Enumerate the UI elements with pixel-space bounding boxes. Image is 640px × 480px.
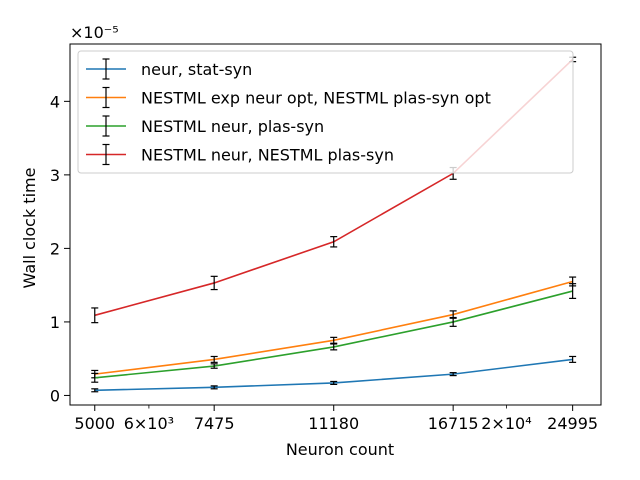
y-tick-label: 2 xyxy=(50,239,60,258)
x-minor-tick-label: 2×10⁴ xyxy=(481,414,531,433)
legend-box xyxy=(77,50,574,174)
series-layer xyxy=(91,56,577,393)
legend-entry-label: NESTML exp neur opt, NESTML plas-syn opt xyxy=(141,89,491,108)
legend: neur, stat-syn NESTML exp neur opt, NESTM… xyxy=(77,50,574,174)
y-axis-multiplier: ×10⁻⁵ xyxy=(70,23,119,42)
x-tick-label: 11180 xyxy=(308,414,359,433)
x-axis-label: Neuron count xyxy=(286,440,394,459)
y-axis-label: Wall clock time xyxy=(20,168,39,289)
y-tick-label: 0 xyxy=(50,386,60,405)
y-tick-label: 4 xyxy=(50,92,60,111)
legend-entry-label: neur, stat-syn xyxy=(141,60,252,79)
x-tick-label: 24995 xyxy=(547,414,598,433)
x-tick-label: 16715 xyxy=(428,414,479,433)
axes-layer: 5000 7475 11180 16715 24995 6×10³ 2×10⁴ 0 1 2 3 4 xyxy=(50,43,602,433)
y-tick-label: 3 xyxy=(50,166,60,185)
y-tick-label: 1 xyxy=(50,313,60,332)
legend-entry-label: NESTML neur, NESTML plas-syn xyxy=(141,146,394,165)
x-minor-tick-label: 6×10³ xyxy=(124,414,174,433)
x-tick-label: 7475 xyxy=(194,414,235,433)
series-line xyxy=(94,358,573,392)
x-tick-label: 5000 xyxy=(74,414,115,433)
legend-entry-label: NESTML neur, plas-syn xyxy=(141,117,324,136)
plot-frame xyxy=(69,43,602,406)
